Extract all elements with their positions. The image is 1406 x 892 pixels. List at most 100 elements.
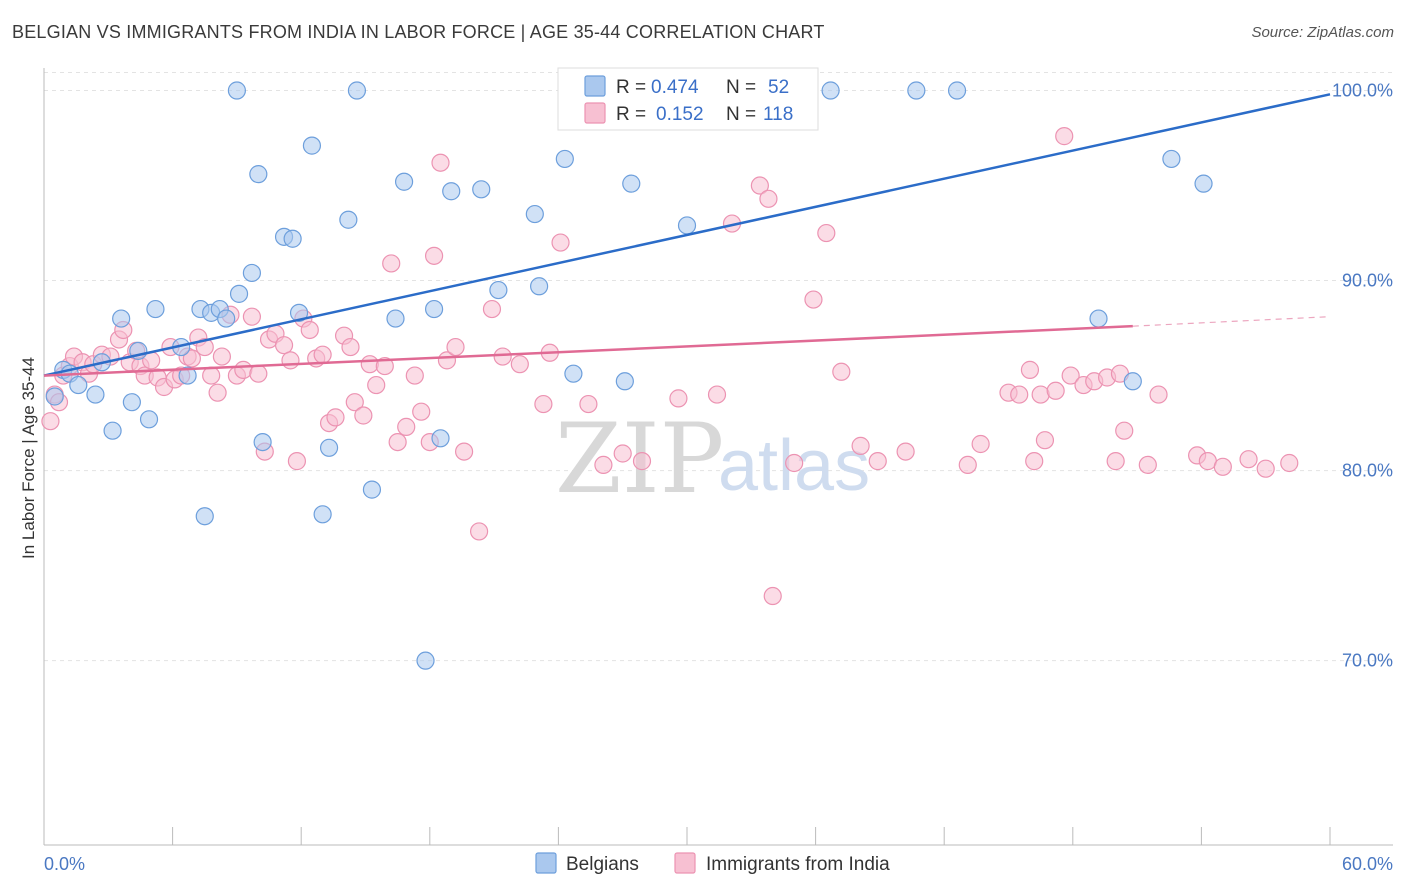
data-point-belgian [431, 429, 450, 448]
data-point-india [493, 347, 512, 366]
legend-n-value-0: 52 [768, 77, 789, 98]
data-point-belgian [242, 263, 262, 283]
data-point-belgian [253, 432, 272, 452]
legend-swatch-india [584, 102, 606, 124]
data-point-belgian [217, 309, 236, 328]
y-axis-label: In Labor Force | Age 35-44 [19, 357, 38, 559]
data-point-india [397, 417, 416, 436]
y-tick-label: 70.0% [1342, 651, 1393, 671]
data-point-india [510, 355, 529, 374]
legend-swatch-belgians [584, 75, 606, 97]
data-point-india [360, 355, 379, 374]
data-point-india [1055, 127, 1074, 146]
bottom-legend: Belgians Immigrants from India [535, 852, 890, 875]
data-point-india [326, 408, 345, 427]
data-point-india [785, 453, 804, 473]
data-point-belgian [69, 375, 88, 395]
data-point-belgian [227, 81, 246, 100]
data-point-belgian [339, 210, 358, 229]
data-point-india [367, 375, 386, 395]
data-point-india [669, 389, 688, 408]
bottom-legend-swatch-belgians [535, 852, 557, 874]
data-point-belgian [530, 277, 549, 296]
data-point-india [613, 444, 632, 463]
data-point-india [851, 436, 870, 455]
data-point-belgian [442, 182, 461, 201]
data-point-belgian [178, 366, 197, 385]
data-point-india [817, 223, 836, 243]
y-tick-label: 100.0% [1332, 81, 1393, 101]
data-point-india [1115, 421, 1134, 440]
data-point-india [958, 455, 977, 475]
data-point-india [212, 347, 231, 366]
data-point-india [971, 434, 990, 454]
data-point-belgian [564, 364, 583, 383]
data-point-india [354, 406, 373, 425]
data-point-belgian [416, 651, 435, 670]
data-point-india [274, 336, 294, 355]
data-point-india [313, 345, 332, 364]
chart-title: BELGIAN VS IMMIGRANTS FROM INDIA IN LABO… [12, 22, 825, 42]
data-point-india [1025, 452, 1044, 471]
data-point-india [195, 337, 214, 357]
y-tick-label: 80.0% [1342, 461, 1393, 481]
data-point-india [281, 351, 300, 370]
data-point-india [405, 366, 424, 385]
data-point-belgian [103, 421, 122, 440]
data-point-belgian [112, 309, 131, 328]
data-point-belgian [1194, 174, 1213, 193]
data-point-belgian [45, 387, 64, 406]
data-point-india [446, 337, 465, 357]
data-point-india [1061, 366, 1080, 385]
data-point-india [249, 364, 268, 383]
data-point-belgian [622, 174, 641, 193]
data-point-belgian [249, 165, 268, 184]
legend-n-value-1: 118 [763, 104, 793, 125]
data-point-belgian [424, 299, 444, 319]
data-point-belgian [139, 410, 159, 429]
data-point-belgian [1162, 149, 1181, 169]
data-point-belgian [283, 229, 302, 248]
data-point-india [1213, 457, 1232, 476]
data-point-india [534, 394, 553, 414]
data-point-india [345, 393, 364, 412]
data-point-india [594, 455, 613, 475]
data-point-belgian [525, 204, 544, 224]
data-point-belgian [386, 309, 405, 328]
data-point-india [375, 356, 394, 376]
data-point-belgian [195, 507, 214, 526]
legend: R = 0.474 N = 52 R = 0.152 N = 118 [557, 67, 819, 131]
bottom-legend-label-india: Immigrants from India [706, 854, 890, 875]
y-tick-labels: 70.0% 80.0% 90.0% 100.0% [1332, 81, 1393, 671]
legend-r-value-0: 0.474 [651, 77, 699, 98]
data-point-belgian [319, 438, 339, 457]
source-credit: Source: ZipAtlas.com [1251, 24, 1394, 41]
data-point-india [1280, 453, 1299, 473]
data-point-india [412, 402, 431, 421]
data-point-india [234, 360, 253, 379]
x-tick-label-min: 0.0% [44, 854, 85, 874]
series-belgians [45, 81, 1213, 670]
data-point-india [804, 290, 823, 309]
data-point-belgian [289, 303, 309, 322]
data-point-india [431, 153, 450, 172]
data-point-india [632, 452, 652, 471]
legend-r-value-1: 0.152 [656, 104, 704, 125]
legend-n-label-1: N = [726, 104, 756, 125]
legend-r-label-0: R = [616, 77, 646, 98]
data-point-belgian [907, 81, 926, 100]
data-point-india [202, 366, 221, 385]
data-point-india [424, 246, 444, 265]
data-point-belgian [347, 81, 367, 100]
data-point-india [482, 299, 502, 319]
data-point-belgian [555, 149, 574, 169]
data-point-india [868, 452, 887, 471]
data-point-india [1010, 385, 1029, 404]
data-point-india [1149, 385, 1168, 404]
data-point-belgian [122, 393, 141, 412]
data-point-india [1239, 450, 1258, 469]
data-point-india [763, 586, 782, 606]
data-point-india [1046, 381, 1065, 400]
data-point-belgian [677, 216, 697, 235]
